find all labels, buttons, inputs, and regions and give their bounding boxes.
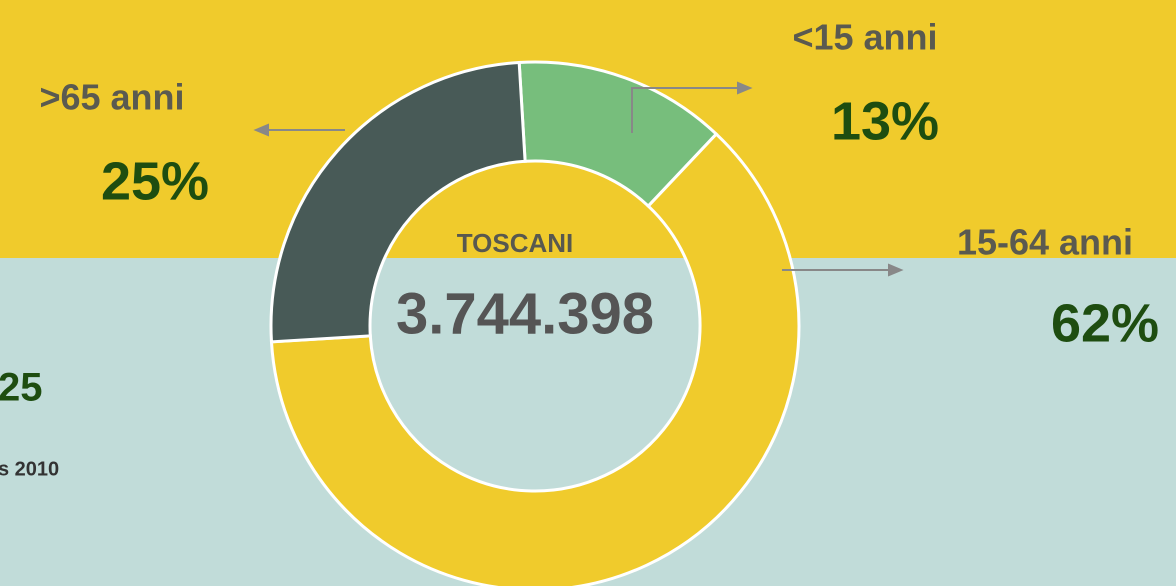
arrows bbox=[253, 81, 904, 277]
value-label: 62% bbox=[1051, 293, 1159, 353]
center-title: TOSCANI bbox=[457, 228, 574, 258]
arrow-head bbox=[253, 123, 269, 137]
annotation: s 2010 bbox=[0, 458, 59, 480]
value-label: 25% bbox=[101, 151, 209, 211]
arrow-head bbox=[737, 81, 753, 95]
donut-slice bbox=[269, 60, 527, 344]
arrow-line bbox=[631, 87, 742, 133]
annotation: 25 bbox=[0, 366, 43, 410]
donut bbox=[269, 60, 801, 586]
legend-label: >65 anni bbox=[39, 77, 184, 118]
center-value: 3.744.398 bbox=[396, 281, 654, 346]
arrow-head bbox=[888, 263, 904, 277]
legend-label: <15 anni bbox=[792, 17, 937, 58]
legend-label: 15-64 anni bbox=[957, 222, 1133, 263]
donut-slice bbox=[269, 131, 801, 586]
value-label: 13% bbox=[831, 91, 939, 151]
